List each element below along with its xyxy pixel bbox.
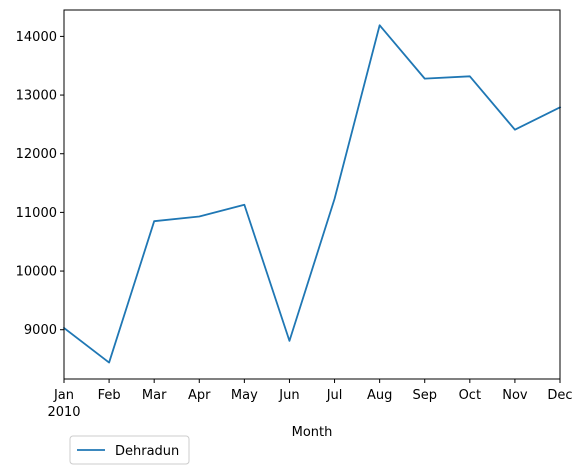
x-tick-label-may: May (231, 388, 258, 403)
x-tick-label-dec: Dec (547, 388, 572, 403)
x-tick-label-oct: Oct (459, 388, 481, 403)
y-tick-label-13000: 13000 (16, 89, 57, 104)
x-axis-year-label: 2010 (47, 405, 80, 420)
y-tick-label-11000: 11000 (16, 206, 57, 221)
y-tick-label-14000: 14000 (16, 30, 57, 45)
x-tick-label-jul: Jul (326, 388, 343, 403)
x-tick-label-jun: Jun (278, 388, 299, 403)
y-tick-label-9000: 9000 (24, 323, 57, 338)
y-tick-label-12000: 12000 (16, 147, 57, 162)
x-tick-label-apr: Apr (188, 388, 211, 403)
x-tick-label-mar: Mar (142, 388, 167, 403)
legend: Dehradun (69, 435, 190, 465)
x-tick-label-aug: Aug (367, 388, 392, 403)
x-axis-ticks: Jan Feb Mar Apr May Jun Jul Aug Sep Oct Nov Dec (53, 379, 573, 403)
x-tick-label-jan: Jan (53, 388, 74, 403)
plot-frame (63, 9, 561, 380)
x-tick-label-feb: Feb (98, 388, 121, 403)
y-tick-label-10000: 10000 (16, 265, 57, 280)
x-tick-label-nov: Nov (502, 388, 528, 403)
legend-box (69, 435, 190, 465)
series-line-dehradun (62, 24, 562, 364)
x-axis-title: Month (292, 425, 333, 440)
y-axis-ticks: 9000 10000 11000 12000 13000 14000 (16, 30, 64, 338)
legend-label-dehradun: Dehradun (115, 444, 179, 459)
series-layer (62, 24, 562, 364)
x-tick-label-sep: Sep (412, 388, 437, 403)
